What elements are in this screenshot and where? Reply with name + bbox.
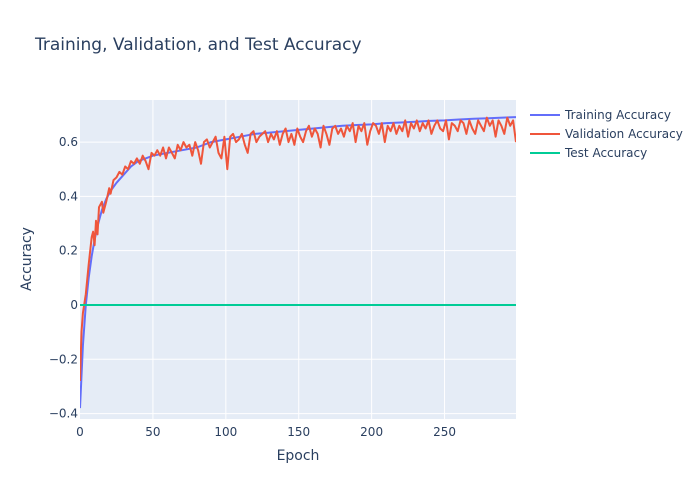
chart-title: Training, Validation, and Test Accuracy: [34, 35, 362, 55]
y-axis-title: Accuracy: [19, 227, 35, 291]
legend[interactable]: Training Accuracy Validation Accuracy Test…: [530, 108, 683, 160]
legend-label: Training Accuracy: [564, 108, 671, 122]
x-tick-label: 200: [360, 425, 383, 439]
training-accuracy-line: [80, 116, 516, 409]
x-tick-label: 50: [145, 425, 160, 439]
x-tick-label: 150: [287, 425, 310, 439]
y-tick-label: 0.4: [59, 189, 78, 203]
y-tick-label: 0.6: [59, 135, 78, 149]
legend-label: Validation Accuracy: [565, 127, 683, 141]
y-tick-label: 0: [70, 298, 78, 312]
plot-background: [80, 100, 516, 419]
validation-accuracy-line: [80, 116, 516, 382]
y-tick-label: −0.4: [49, 407, 78, 421]
y-tick-label: −0.2: [49, 352, 78, 366]
y-tick-label: 0.2: [59, 244, 78, 258]
series-lines: [80, 116, 516, 409]
legend-item-validation-accuracy[interactable]: Validation Accuracy: [530, 127, 683, 141]
legend-item-test-accuracy[interactable]: Test Accuracy: [530, 146, 647, 160]
legend-item-training-accuracy[interactable]: Training Accuracy: [530, 108, 671, 122]
tick-labels: 0 50 100 150 200 250 −0.4 −0.2 0 0.2 0.4 0.6: [49, 135, 456, 439]
x-tick-label: 0: [76, 425, 84, 439]
x-tick-label: 100: [214, 425, 237, 439]
x-tick-label: 250: [433, 425, 456, 439]
x-axis-title: Epoch: [277, 448, 320, 464]
legend-label: Test Accuracy: [564, 146, 647, 160]
